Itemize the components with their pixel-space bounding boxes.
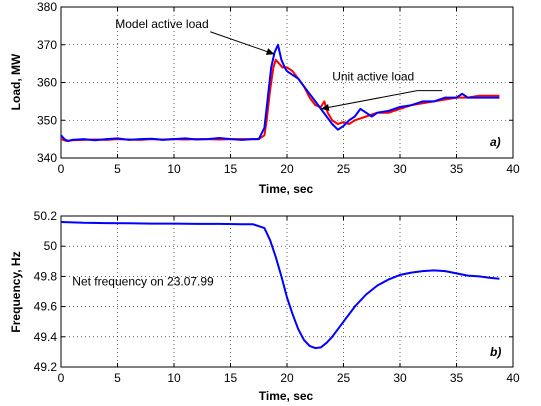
- chart-load: 0 5 10 15 20 25 30 35 40 340 350 360 370 380 Model ac…: [9, 0, 520, 196]
- series-line-unit-active-load: [60, 43, 500, 142]
- series-load: [60, 43, 500, 142]
- y-tick-label: 50: [44, 239, 58, 253]
- x-axis-label-frequency: Time, sec: [259, 389, 314, 403]
- y-tick-label: 49.8: [34, 269, 58, 283]
- y-tick-label: 370: [37, 38, 57, 52]
- x-tick-label: 30: [393, 162, 407, 176]
- x-tick-label: 15: [224, 371, 238, 385]
- x-tick-label: 40: [506, 371, 520, 385]
- annotations-frequency: Net frequency on 23.07.99: [72, 274, 214, 288]
- grid-frequency: [61, 216, 513, 367]
- y-tick-label: 350: [37, 113, 57, 127]
- y-tick-label: 50.2: [34, 209, 58, 223]
- x-tick-label: 10: [167, 371, 181, 385]
- y-tick-label: 49.6: [34, 300, 58, 314]
- y-tick-label: 380: [37, 0, 57, 14]
- x-tick-label: 20: [280, 162, 294, 176]
- annotation-leader: [320, 90, 418, 110]
- x-tick-label: 35: [450, 371, 464, 385]
- annotation-text: Model active load: [115, 17, 208, 31]
- panel-label-a: a): [490, 135, 501, 149]
- x-tick-label: 40: [506, 162, 520, 176]
- ticks-frequency: 0 5 10 15 20 25 30 35 40 49.2 49.4 49.6 49.8 50 50.2: [34, 209, 520, 385]
- annotation-leader: [210, 31, 275, 55]
- y-axis-label-load: Load, MW: [9, 53, 23, 110]
- y-tick-label: 360: [37, 76, 57, 90]
- x-tick-label: 20: [280, 371, 294, 385]
- y-axis-label-frequency: Frequency, Hz: [9, 251, 23, 332]
- x-tick-label: 10: [167, 162, 181, 176]
- annotations-load: Model active load Unit active load: [115, 17, 443, 111]
- x-tick-label: 30: [393, 371, 407, 385]
- x-tick-label: 5: [114, 371, 121, 385]
- series-frequency: [60, 221, 500, 350]
- y-tick-label: 340: [37, 151, 57, 165]
- x-tick-label: 0: [58, 162, 65, 176]
- panel-label-b: b): [490, 345, 501, 359]
- x-tick-label: 25: [337, 162, 351, 176]
- annotation-arrowhead: [320, 104, 330, 111]
- x-tick-label: 5: [114, 162, 121, 176]
- plot-area-frequency: [60, 215, 514, 368]
- grid-load: [61, 7, 513, 158]
- ticks-load: 0 5 10 15 20 25 30 35 40 340 350 360 370 380: [37, 0, 520, 176]
- annotation-text: Unit active load: [332, 70, 414, 84]
- annotation-text: Net frequency on 23.07.99: [72, 274, 214, 288]
- y-tick-label: 49.4: [34, 330, 58, 344]
- x-axis-label-load: Time, sec: [259, 182, 314, 196]
- chart-frequency: 0 5 10 15 20 25 30 35 40 49.2 49.4 49.6 49.8 50 50.2 N…: [9, 209, 520, 403]
- y-tick-label: 49.2: [34, 360, 58, 374]
- x-tick-label: 25: [337, 371, 351, 385]
- x-tick-label: 0: [58, 371, 65, 385]
- annotation-arrowhead: [265, 48, 275, 55]
- x-tick-label: 15: [224, 162, 238, 176]
- x-tick-label: 35: [450, 162, 464, 176]
- series-line-frequency: [60, 221, 500, 350]
